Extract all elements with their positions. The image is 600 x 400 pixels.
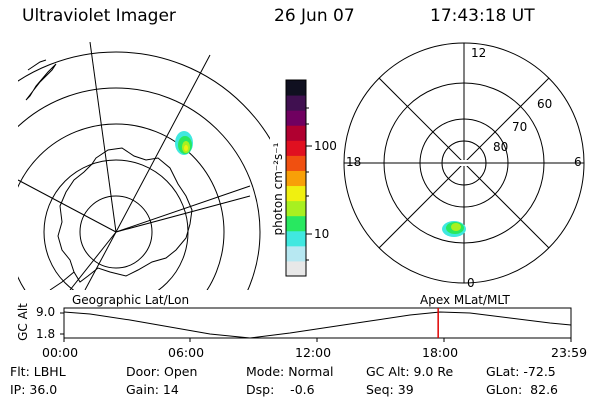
- lon-line: [89, 42, 117, 233]
- mode-info: Mode: Normal: [246, 364, 334, 379]
- lat-label-70: 70: [512, 120, 528, 134]
- lat-label-60: 60: [537, 97, 553, 111]
- polar-aurora-spot: [442, 221, 466, 237]
- glat-info: GLat: -72.5: [486, 364, 556, 379]
- colorbar-tick-10: 10: [314, 227, 330, 241]
- colorbar-frame: [285, 79, 307, 277]
- door-info: Door: Open: [126, 364, 198, 379]
- lat-label-80: 80: [493, 140, 509, 154]
- dsp-info: Dsp: -0.6: [246, 382, 315, 397]
- landmass-fragment: [27, 59, 47, 71]
- mlt-label-18: 18: [346, 155, 362, 169]
- timeline-frame: [63, 307, 572, 339]
- colorbar-band: [286, 110, 306, 126]
- timeline-x-tick: 12:00: [295, 345, 332, 360]
- timeline-y-top: 9.0: [36, 305, 56, 319]
- timeline-left-label: Geographic Lat/Lon: [72, 293, 190, 307]
- altitude-curve: [63, 311, 572, 339]
- map-aurora-spot: [175, 131, 193, 155]
- lon-line: [115, 185, 251, 233]
- peninsula-coast: [49, 271, 75, 290]
- timeline-x-tick: 06:00: [168, 345, 205, 360]
- colorbar-band: [286, 245, 306, 262]
- lat-circle: [18, 123, 225, 290]
- colorbar-band: [286, 170, 306, 187]
- lon-line: [18, 179, 117, 233]
- timeline-y-bottom: 1.8: [36, 327, 56, 341]
- lat-circle: [18, 51, 270, 140]
- colorbar-band: [286, 140, 306, 156]
- colorbar-tick-100: 100: [314, 139, 337, 153]
- timeline-x-tick: 18:00: [422, 345, 459, 360]
- filter-info: Flt: LBHL: [10, 364, 66, 379]
- colorbar-band: [286, 200, 306, 217]
- time-label: 17:43:18 UT: [430, 6, 535, 26]
- timeline-x-tick: 23:59: [551, 345, 588, 360]
- gc-alt-info: GC Alt: 9.0 Re: [366, 364, 454, 379]
- colorbar-band: [286, 230, 306, 247]
- lon-line: [115, 54, 211, 233]
- timeline-right-label: Apex MLat/MLT: [420, 293, 510, 307]
- ip-info: IP: 36.0: [10, 382, 58, 397]
- colorbar-band: [286, 80, 306, 96]
- colorbar-unit-label: photon cm⁻²s⁻¹: [271, 142, 285, 236]
- colorbar-band: [286, 125, 306, 141]
- antarctica-coastline: [57, 147, 193, 283]
- glon-info: GLon: 82.6: [486, 382, 558, 397]
- timeline-y-axis-label: GC Alt: [16, 303, 30, 341]
- lat-circle: [79, 195, 153, 269]
- landmass-fragment: [25, 63, 57, 101]
- mlt-label-6: 6: [574, 155, 582, 169]
- colorbar: [286, 80, 306, 277]
- date-label: 26 Jun 07: [274, 6, 355, 26]
- colorbar-band: [286, 260, 306, 277]
- colorbar-band: [286, 185, 306, 202]
- colorbar-band: [286, 155, 306, 171]
- seq-info: Seq: 39: [366, 382, 414, 397]
- colorbar-band: [286, 215, 306, 232]
- lat-circle: [18, 87, 261, 290]
- lon-line: [69, 231, 117, 290]
- mlt-label-12: 12: [471, 46, 487, 60]
- gain-info: Gain: 14: [126, 382, 179, 397]
- lon-line: [84, 231, 117, 290]
- lon-line: [115, 195, 251, 233]
- instrument-title: Ultraviolet Imager: [22, 6, 176, 26]
- timeline-x-tick: 00:00: [42, 345, 79, 360]
- mlt-label-0: 0: [467, 276, 475, 290]
- colorbar-band: [286, 95, 306, 111]
